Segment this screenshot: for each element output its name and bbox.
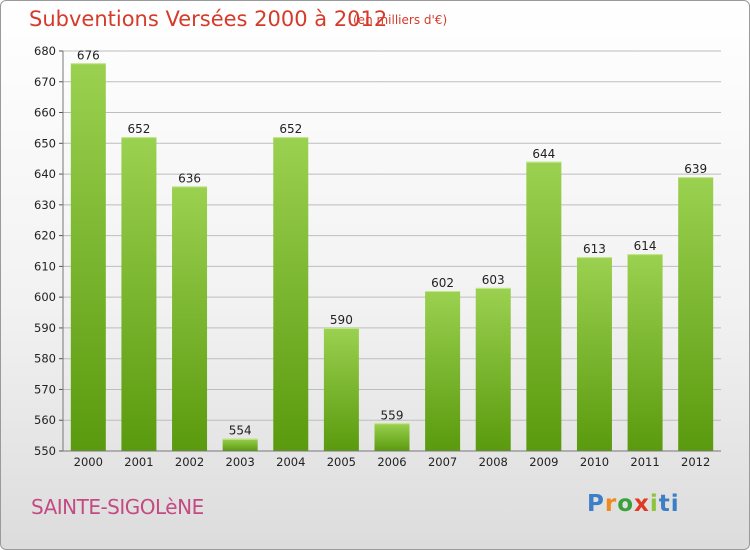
value-label: 676 xyxy=(77,48,100,62)
value-label: 639 xyxy=(684,162,707,176)
x-tick-label: 2006 xyxy=(377,455,406,469)
chart-subtitle: (en milliers d'€) xyxy=(353,13,448,27)
grid-lines xyxy=(63,50,721,452)
x-tick-label: 2012 xyxy=(681,455,710,469)
x-tick-label: 2011 xyxy=(630,455,659,469)
x-tick-label: 2009 xyxy=(529,455,558,469)
bar xyxy=(576,257,612,451)
value-label: 652 xyxy=(279,122,302,136)
commune-name: SAINTE-SIGOLèNE xyxy=(31,495,204,519)
bar xyxy=(627,254,663,451)
logo-letter: t xyxy=(658,491,671,517)
y-tick-label: 630 xyxy=(34,198,56,212)
y-tick-label: 650 xyxy=(34,136,56,150)
y-axis: 550 560 570 580 590 600 610 620 630 640 650 660 670 6… xyxy=(34,44,64,458)
x-axis: 2000 2001 2002 2003 2004 2005 2006 2007 2008 2009… xyxy=(63,450,721,469)
bar xyxy=(121,137,157,451)
bars xyxy=(70,63,714,452)
logo-letter: o xyxy=(617,491,635,517)
bar xyxy=(273,137,309,451)
bar xyxy=(475,287,511,451)
chart-title: Subventions Versées 2000 à 2012 xyxy=(29,7,388,31)
value-label: 652 xyxy=(127,122,150,136)
y-tick-label: 570 xyxy=(34,382,56,396)
bar xyxy=(172,186,208,451)
x-tick-label: 2002 xyxy=(175,455,204,469)
y-tick-label: 620 xyxy=(34,229,56,243)
value-label: 590 xyxy=(330,313,353,327)
x-tick-label: 2005 xyxy=(327,455,356,469)
y-tick-label: 640 xyxy=(34,167,56,181)
y-tick-label: 600 xyxy=(34,290,56,304)
x-tick-label: 2004 xyxy=(276,455,305,469)
logo-letter: P xyxy=(587,491,605,517)
y-tick-label: 580 xyxy=(34,352,56,366)
proxiti-logo[interactable]: Proxiti xyxy=(587,491,680,517)
y-tick-label: 660 xyxy=(34,106,56,120)
value-label: 613 xyxy=(583,242,606,256)
value-label: 559 xyxy=(381,408,404,422)
bar xyxy=(70,63,106,452)
value-label: 644 xyxy=(532,147,555,161)
bar xyxy=(425,291,461,451)
value-label: 614 xyxy=(634,239,657,253)
value-label: 554 xyxy=(229,424,252,438)
logo-letter: i xyxy=(670,491,680,517)
x-tick-label: 2007 xyxy=(428,455,457,469)
logo-letter: i xyxy=(649,491,659,517)
y-tick-label: 550 xyxy=(34,444,56,458)
y-tick-label: 590 xyxy=(34,321,56,335)
y-tick-label: 610 xyxy=(34,259,56,273)
x-tick-label: 2000 xyxy=(74,455,103,469)
value-label: 636 xyxy=(178,171,201,185)
bar xyxy=(526,161,562,451)
value-label: 603 xyxy=(482,273,505,287)
y-tick-label: 680 xyxy=(34,44,56,58)
bar xyxy=(678,177,714,451)
y-tick-label: 670 xyxy=(34,75,56,89)
bar xyxy=(323,327,359,451)
bar xyxy=(374,423,410,451)
value-labels: 676 652 636 554 652 590 559 602 603 644 613 614 639 xyxy=(77,48,707,437)
x-tick-label: 2010 xyxy=(580,455,609,469)
x-tick-label: 2008 xyxy=(479,455,508,469)
x-tick-label: 2003 xyxy=(226,455,255,469)
value-label: 602 xyxy=(431,276,454,290)
logo-letter: r xyxy=(604,491,618,517)
bar xyxy=(222,438,258,451)
x-tick-label: 2001 xyxy=(124,455,153,469)
y-tick-label: 560 xyxy=(34,413,56,427)
logo-letter: x xyxy=(634,491,650,517)
